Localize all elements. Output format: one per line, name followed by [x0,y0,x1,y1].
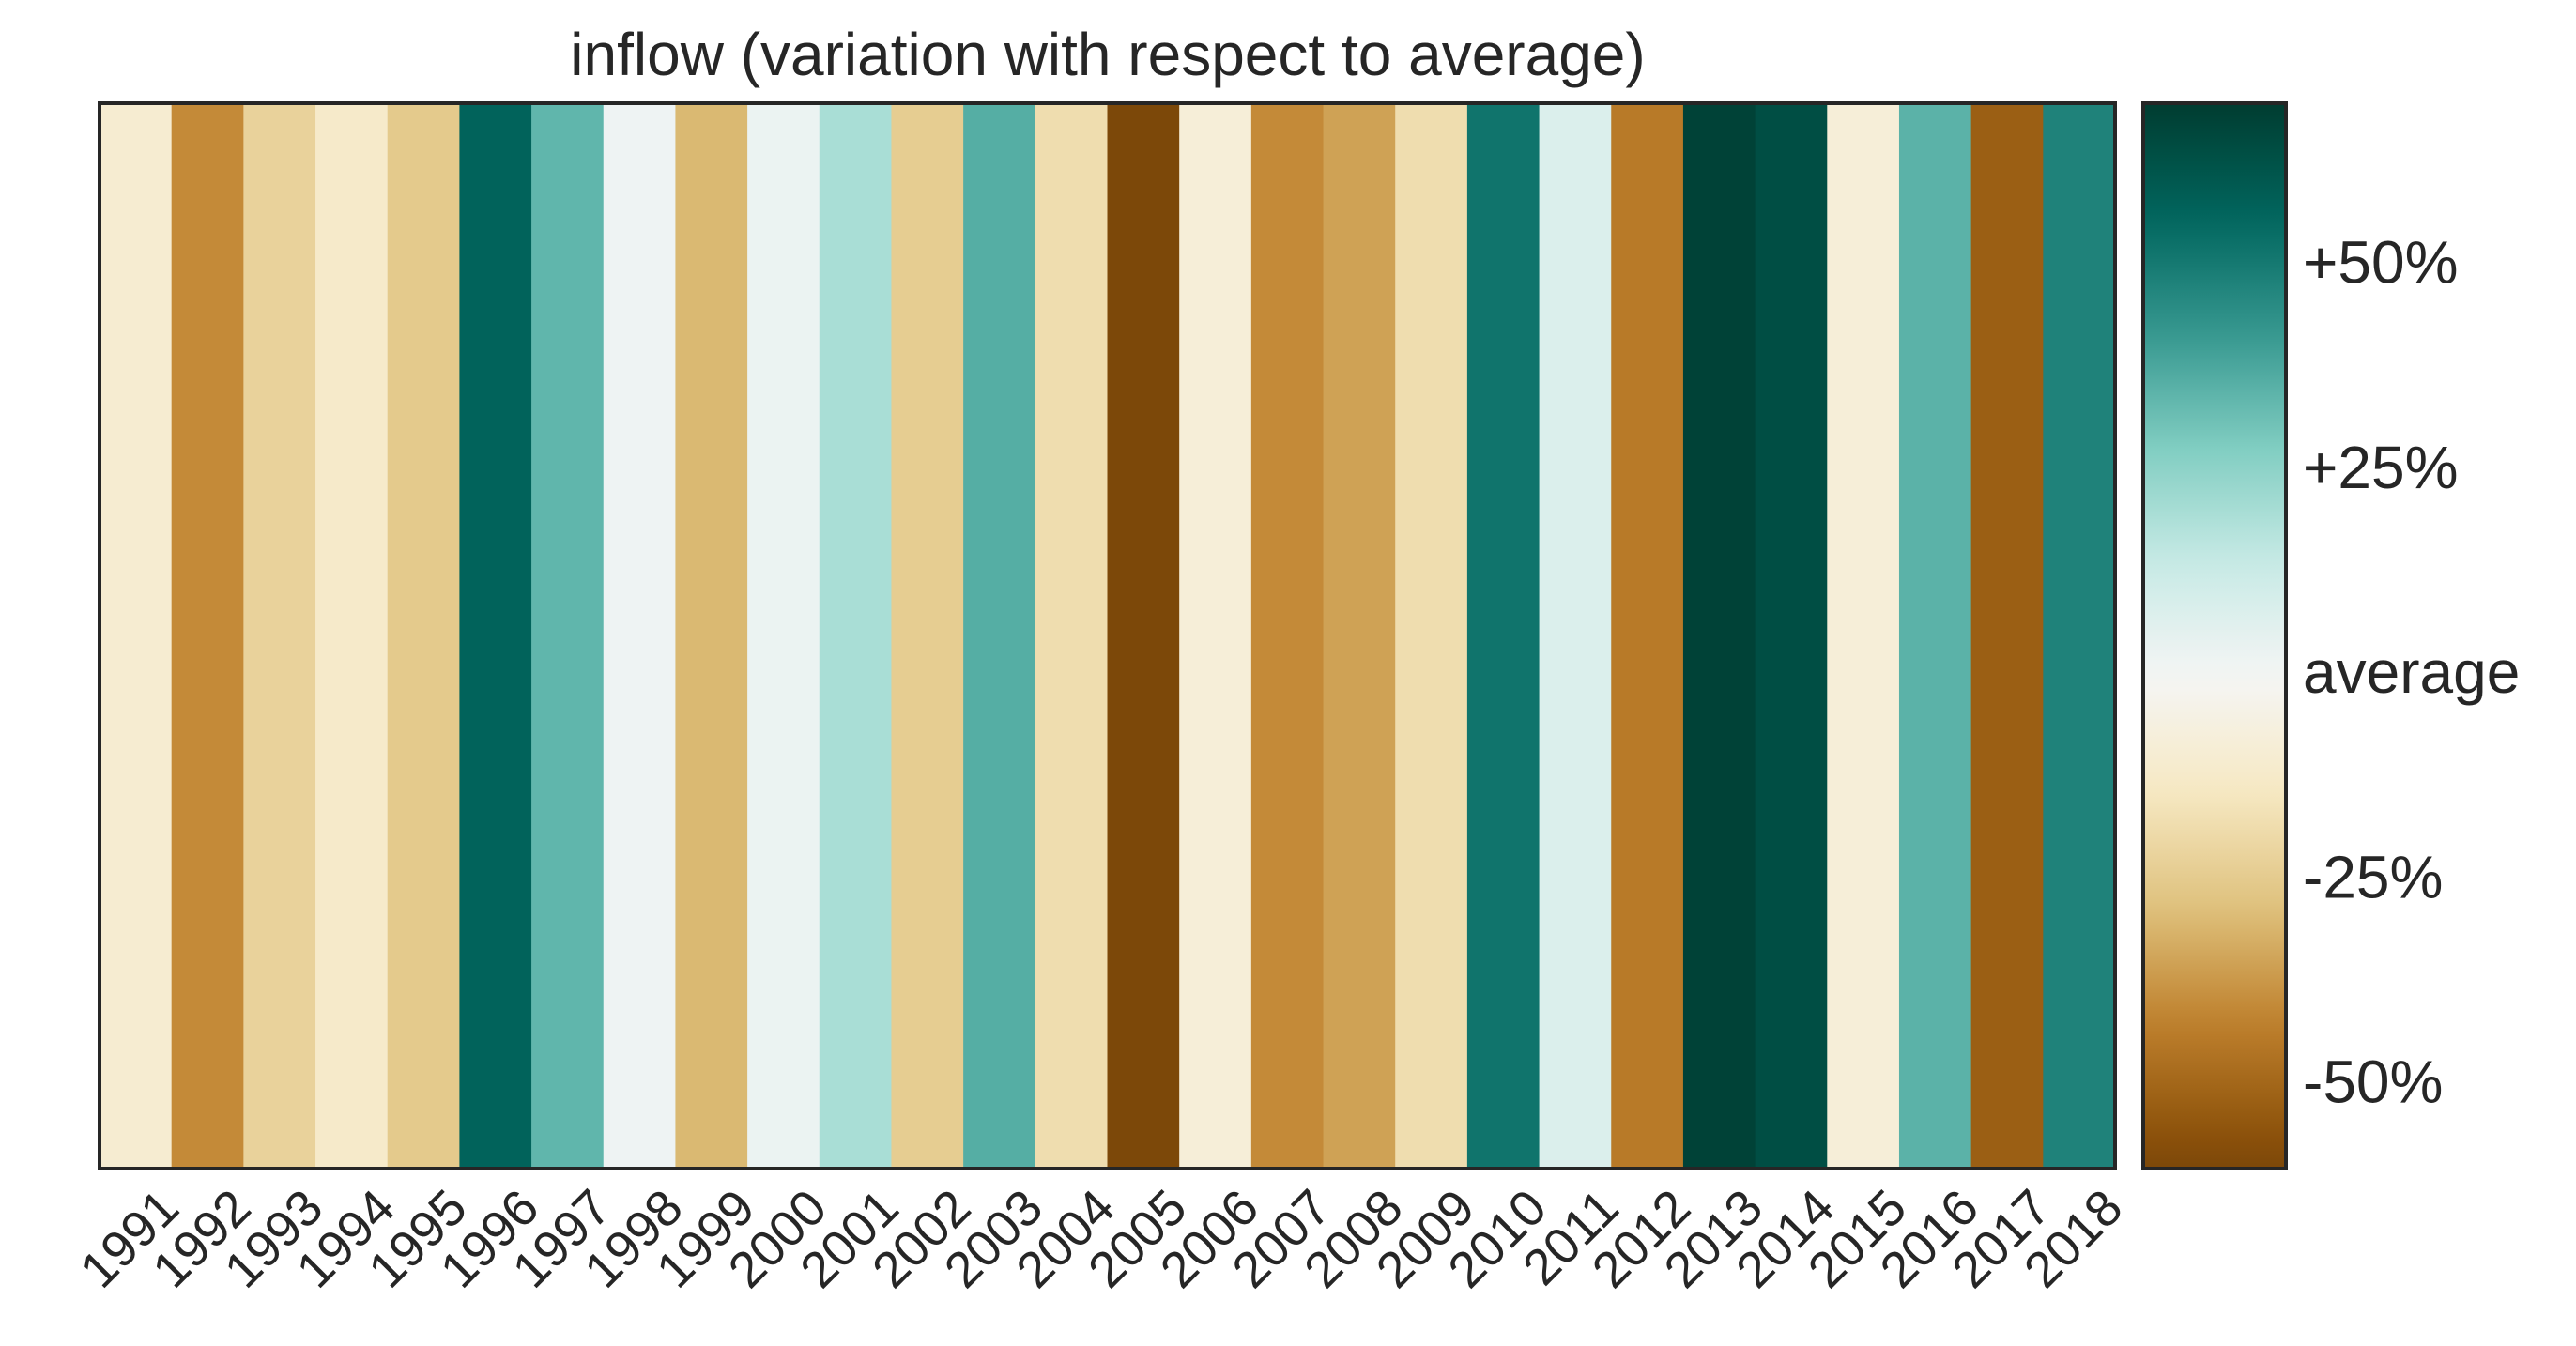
heatmap-cell-2002 [891,103,964,1169]
heatmap-cell-1992 [171,103,244,1169]
heatmap-cell-2004 [1035,103,1109,1169]
x-tick-labels: 1991199219931994199519961997199819992000… [70,1179,2134,1298]
heatmap-cells [100,103,2116,1169]
colorbar-tick-label: average [2303,638,2520,706]
plot-frame [98,101,2117,1170]
colorbar [2141,101,2288,1170]
heatmap-cell-2005 [1107,103,1180,1169]
heatmap-cell-1997 [531,103,605,1169]
heatmap-cell-2014 [1755,103,1828,1169]
heatmap-cell-1994 [315,103,389,1169]
heatmap-cell-2008 [1323,103,1396,1169]
heatmap-cell-1999 [675,103,748,1169]
heatmap-cell-2006 [1179,103,1252,1169]
heatmap-cell-2015 [1827,103,1900,1169]
heatmap-cell-1998 [603,103,677,1169]
colorbar-tick-label: -25% [2303,843,2443,910]
heatmap-cell-2007 [1250,103,1325,1169]
heatmap-cell-2017 [1970,103,2044,1169]
chart-title: inflow (variation with respect to averag… [570,21,1645,88]
heatmap-cell-2016 [1898,103,1972,1169]
colorbar-tick-labels: +50% +25% average -25% -50% [2303,229,2520,1116]
heatmap-cell-1993 [243,103,316,1169]
heatmap-cell-2011 [1539,103,1612,1169]
heatmap-cell-2013 [1682,103,1756,1169]
heatmap-cell-2018 [2043,103,2116,1169]
heatmap-cell-1995 [387,103,460,1169]
heatmap-cell-2001 [819,103,893,1169]
heatmap-cell-1996 [459,103,532,1169]
heatmap-cell-2003 [963,103,1036,1169]
heatmap-cell-2012 [1611,103,1684,1169]
heatmap-cell-2010 [1466,103,1541,1169]
heatmap-cell-2009 [1395,103,1468,1169]
heatmap-cell-1991 [100,103,173,1169]
colorbar-tick-label: -50% [2303,1048,2443,1116]
heatmap-cell-2000 [747,103,820,1169]
colorbar-tick-label: +25% [2303,434,2458,501]
colorbar-tick-label: +50% [2303,229,2458,297]
